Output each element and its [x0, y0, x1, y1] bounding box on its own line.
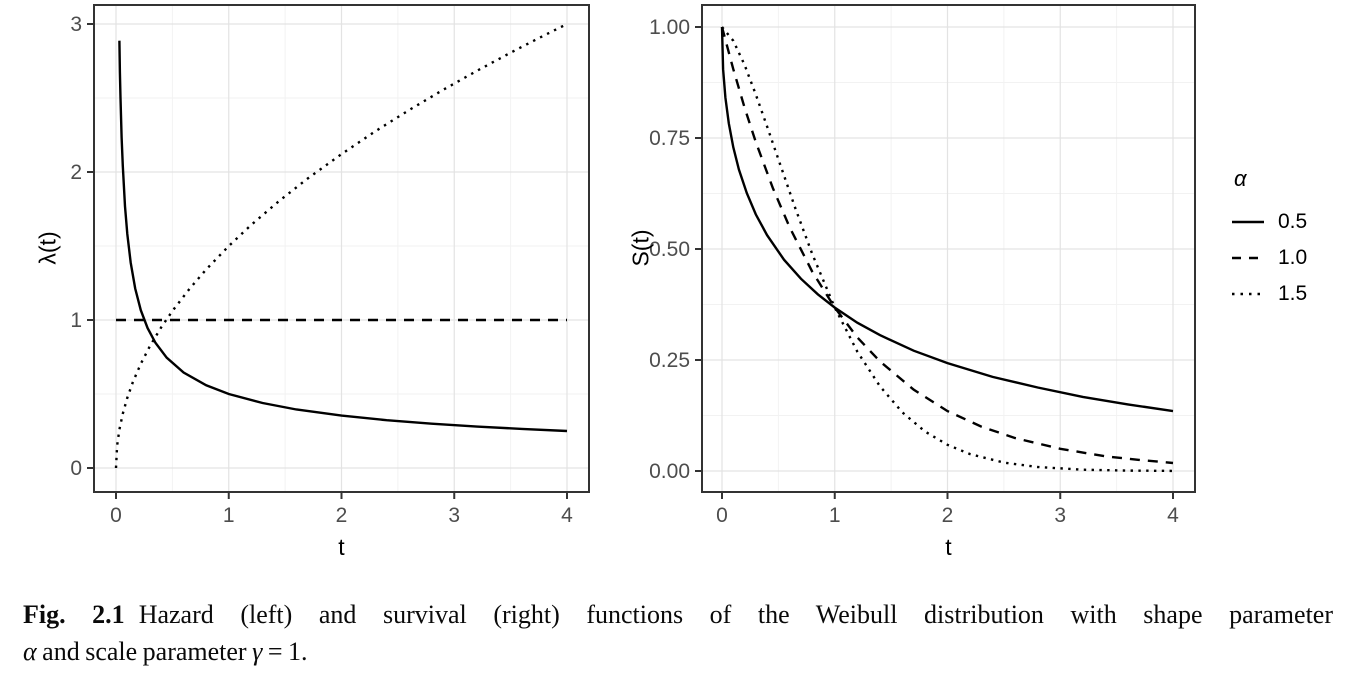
plots-canvas: 0 1 2 3 4 0 1 2 3 0 1 2 3 4 0.00 0.25 0.50 0.75 1.00 — [70, 4, 1196, 527]
x-tick-label: 3 — [448, 504, 460, 527]
figure-caption: Fig. 2.1 Hazard (left) and survival (righ… — [23, 596, 1333, 670]
survival-x-axis-title: t — [945, 534, 952, 560]
x-tick-label: 1 — [829, 504, 841, 527]
legend-entry-solid: 0.5 — [1231, 204, 1307, 240]
legend-entry-dashed: 1.0 — [1231, 240, 1307, 276]
y-tick-label: 0.50 — [649, 238, 690, 261]
y-tick-label: 1 — [70, 309, 82, 332]
x-tick-label: 0 — [716, 504, 728, 527]
legend-title: α — [1234, 166, 1247, 191]
y-tick-label: 2 — [70, 161, 82, 184]
y-tick-label: 0 — [70, 457, 82, 480]
hazard-y-axis-title: λ(t) — [34, 231, 61, 265]
y-tick-label: 3 — [70, 13, 82, 36]
gamma-symbol: γ — [252, 637, 263, 666]
alpha-symbol: α — [23, 637, 37, 666]
legend: α 0.5 1.0 1.5 — [1231, 166, 1307, 312]
hazard-panel: 0 1 2 3 4 0 1 2 3 — [70, 4, 590, 527]
y-tick-label: 0.75 — [649, 127, 690, 150]
y-tick-label: 0.25 — [649, 349, 690, 372]
legend-entry-dotted: 1.5 — [1231, 276, 1307, 312]
x-tick-label: 2 — [336, 504, 348, 527]
caption-line-1: Fig. 2.1 Hazard (left) and survival (righ… — [23, 596, 1333, 633]
x-tick-label: 0 — [110, 504, 122, 527]
x-tick-label: 4 — [1167, 504, 1179, 527]
survival-curve-alpha-0.5 — [720, 26, 1174, 413]
x-tick-label: 3 — [1054, 504, 1066, 527]
caption-text-3: = 1. — [267, 637, 308, 666]
solid-line-key-icon — [1232, 220, 1264, 224]
caption-text-1: Hazard (left) and survival (right) funct… — [138, 600, 1333, 629]
x-tick-label: 1 — [223, 504, 235, 527]
survival-curve-alpha-1.0 — [720, 26, 1174, 465]
caption-line-2: α and scale parameter γ = 1. — [23, 633, 1333, 670]
legend-label-1.0: 1.0 — [1278, 246, 1308, 269]
x-tick-label: 2 — [942, 504, 954, 527]
hazard-x-axis-title: t — [338, 534, 345, 560]
dotted-line-key-icon — [1232, 292, 1264, 296]
y-tick-label: 0.00 — [649, 460, 690, 483]
caption-text-2: and scale parameter — [42, 637, 247, 666]
y-tick-label: 1.00 — [649, 16, 690, 39]
dashed-line-key-icon — [1232, 256, 1264, 260]
legend-label-0.5: 0.5 — [1278, 210, 1308, 233]
hazard-curve-alpha-0.5 — [118, 40, 568, 433]
figure-number: Fig. 2.1 — [23, 600, 125, 629]
survival-y-axis-title: S(t) — [627, 229, 654, 267]
survival-panel: 0 1 2 3 4 0.00 0.25 0.50 0.75 1.00 — [649, 4, 1196, 527]
x-tick-label: 4 — [561, 504, 573, 527]
legend-label-1.5: 1.5 — [1278, 282, 1308, 305]
